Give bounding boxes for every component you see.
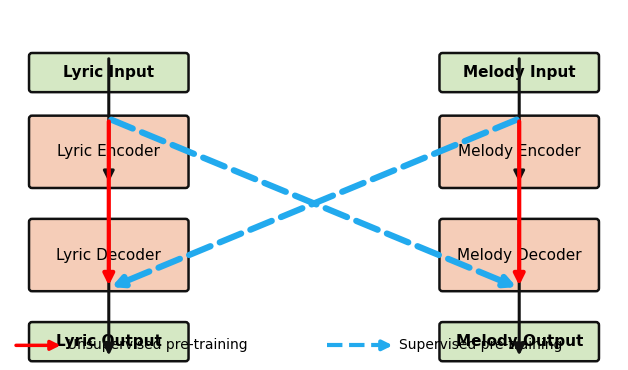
FancyBboxPatch shape bbox=[29, 322, 188, 361]
Text: Lyric Output: Lyric Output bbox=[56, 334, 162, 349]
FancyBboxPatch shape bbox=[440, 219, 599, 291]
FancyBboxPatch shape bbox=[440, 53, 599, 92]
FancyBboxPatch shape bbox=[29, 219, 188, 291]
Text: Supervised pre-training: Supervised pre-training bbox=[399, 338, 563, 352]
Text: Melody Input: Melody Input bbox=[463, 65, 575, 80]
Text: Melody Decoder: Melody Decoder bbox=[457, 248, 582, 263]
Text: Lyric Decoder: Lyric Decoder bbox=[57, 248, 161, 263]
FancyBboxPatch shape bbox=[440, 322, 599, 361]
Text: Lyric Input: Lyric Input bbox=[63, 65, 154, 80]
FancyBboxPatch shape bbox=[440, 116, 599, 188]
Text: Unsupervised pre-training: Unsupervised pre-training bbox=[67, 338, 248, 352]
FancyBboxPatch shape bbox=[29, 53, 188, 92]
Text: Melody Encoder: Melody Encoder bbox=[458, 144, 580, 159]
Text: Melody Output: Melody Output bbox=[455, 334, 583, 349]
Text: Lyric Encoder: Lyric Encoder bbox=[57, 144, 160, 159]
FancyBboxPatch shape bbox=[29, 116, 188, 188]
